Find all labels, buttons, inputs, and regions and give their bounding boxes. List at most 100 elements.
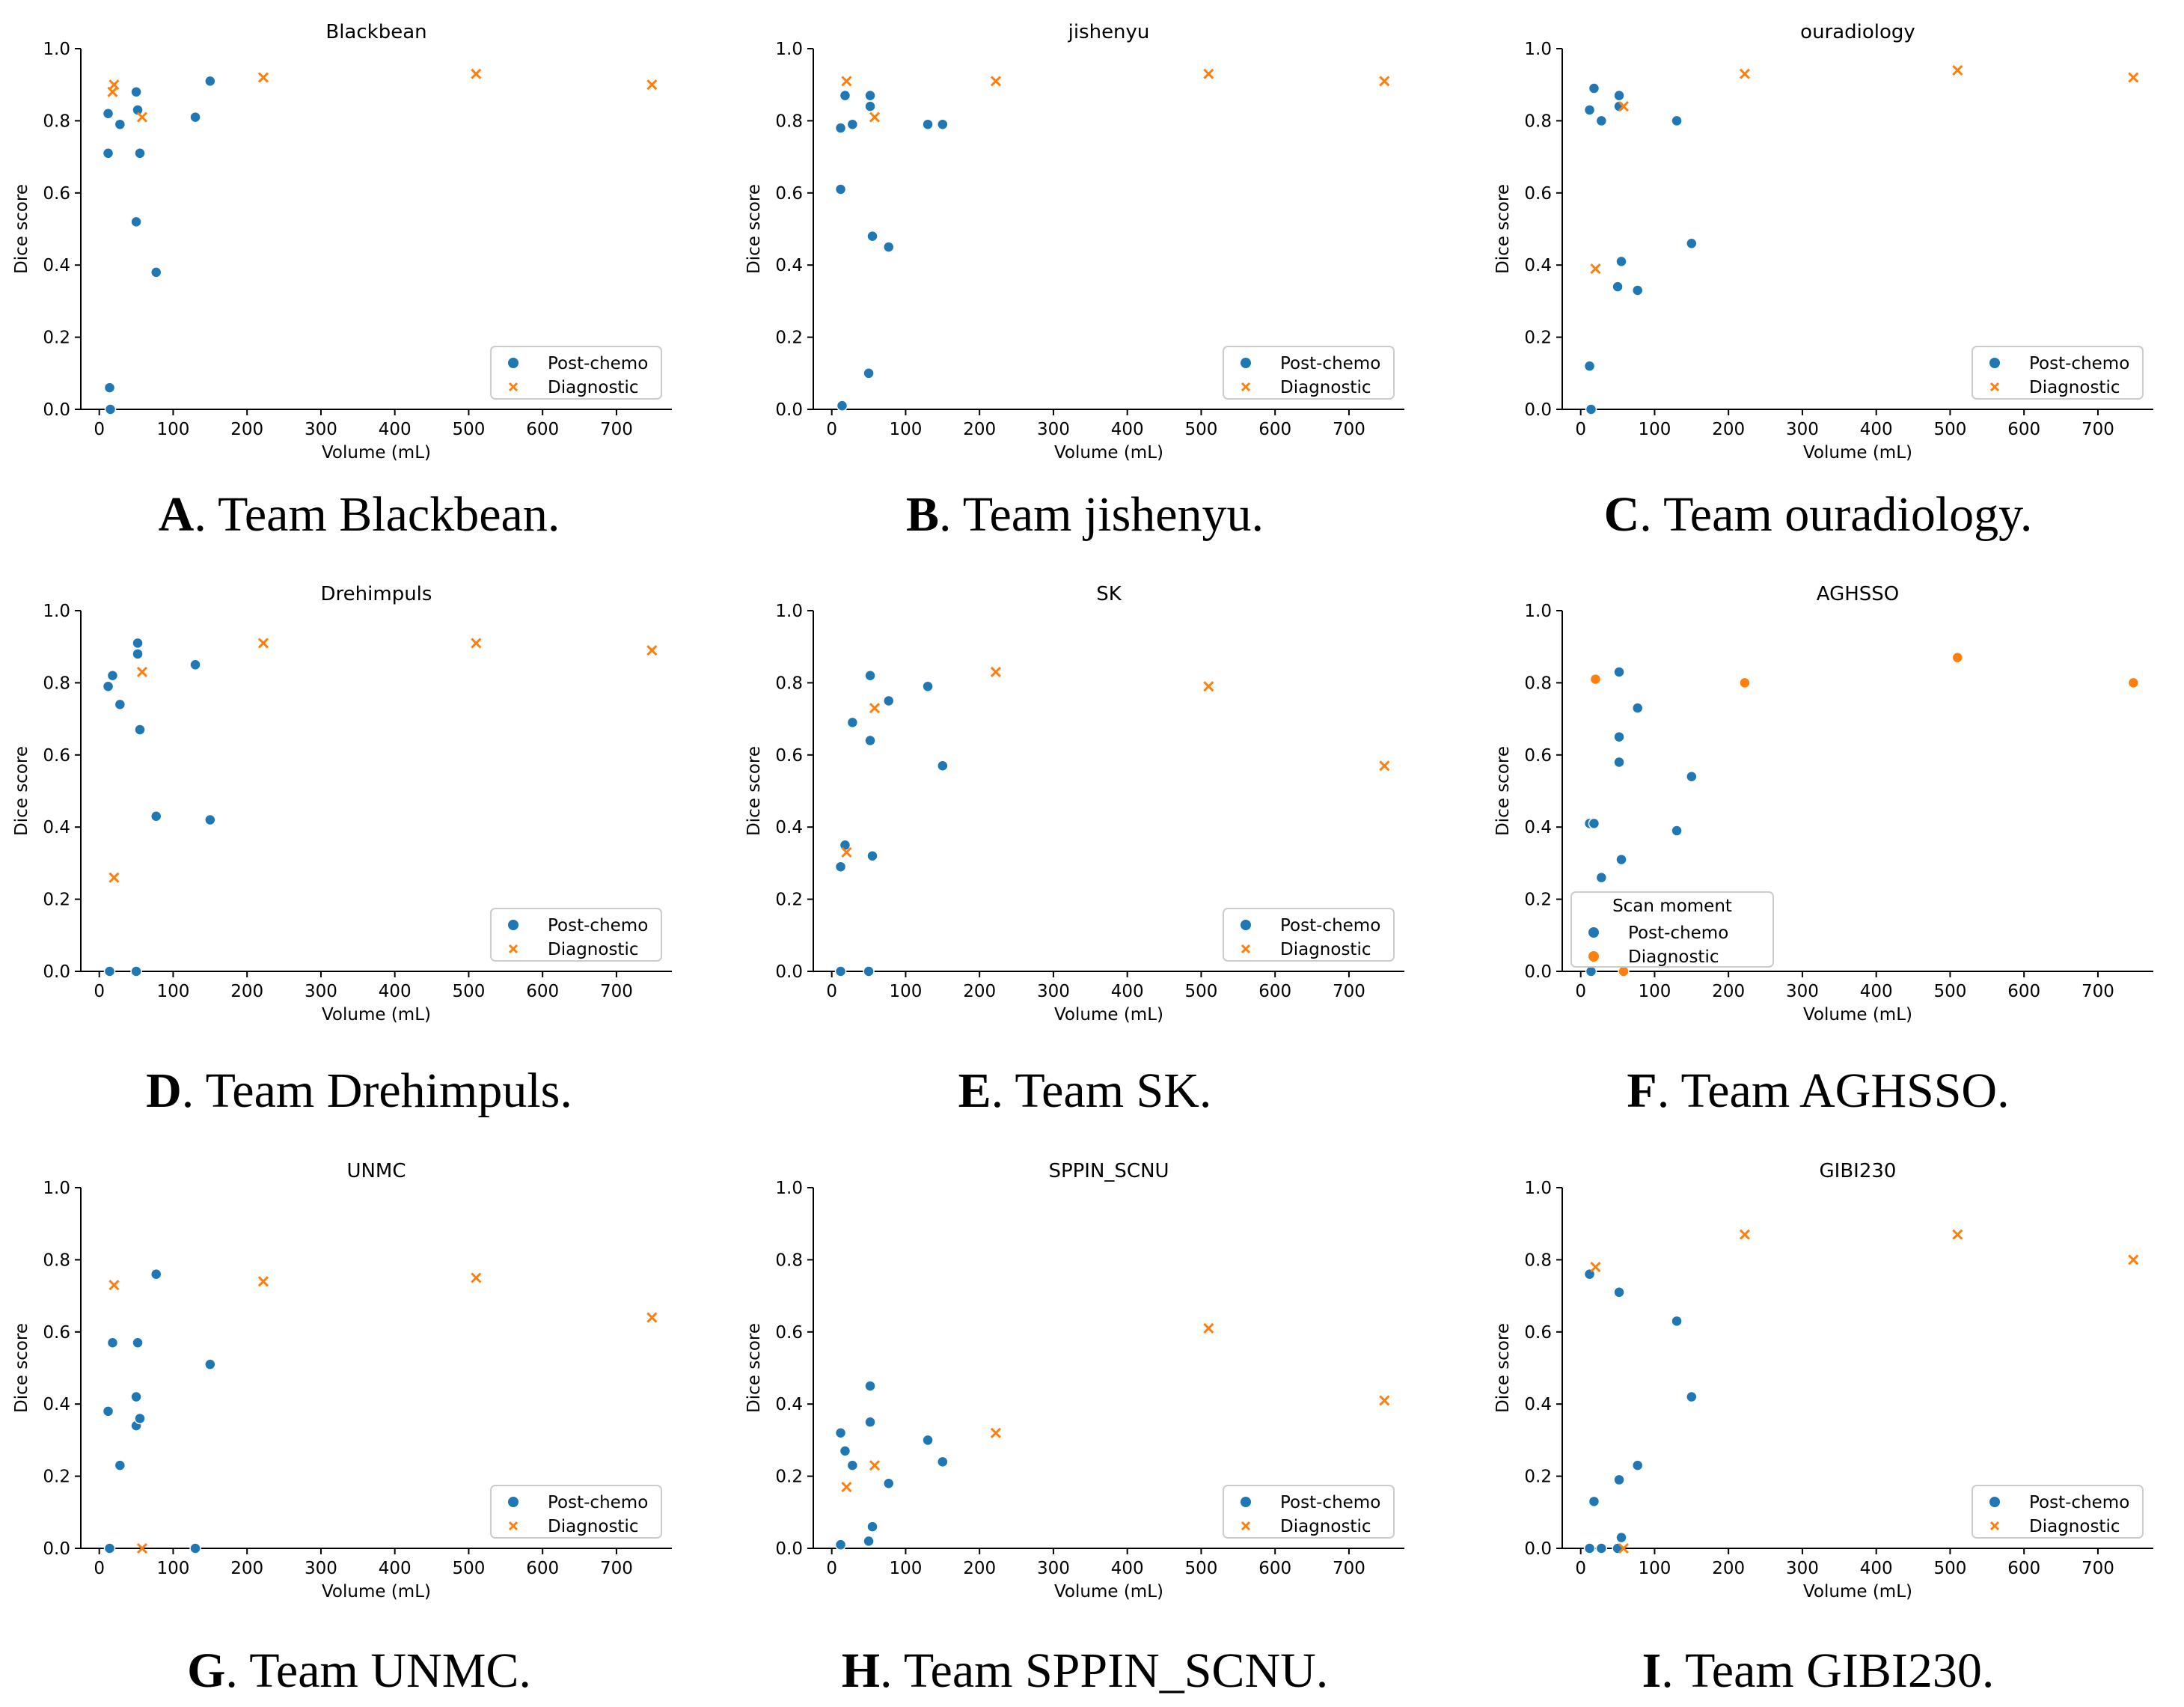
post-chemo-point xyxy=(189,1542,201,1554)
chart-title: ouradiology xyxy=(1800,21,1915,43)
diagnostic-point xyxy=(1203,68,1214,79)
y-axis-label: Dice score xyxy=(12,184,31,274)
post-chemo-point xyxy=(1615,853,1627,866)
caption-letter: A xyxy=(158,487,195,542)
legend-post-chemo-label: Post-chemo xyxy=(2029,1493,2129,1512)
y-tick-label: 0.8 xyxy=(43,112,70,131)
post-chemo-point xyxy=(922,1434,934,1447)
x-axis-label: Volume (mL) xyxy=(1803,1005,1912,1024)
x-tick-label: 300 xyxy=(1786,982,1819,1001)
y-tick-label: 1.0 xyxy=(1524,40,1552,59)
diagnostic-point xyxy=(1739,677,1751,689)
x-tick-label: 300 xyxy=(1786,420,1819,439)
x-tick-label: 400 xyxy=(1111,420,1144,439)
post-chemo-point xyxy=(1615,1531,1627,1544)
y-axis-label: Dice score xyxy=(1493,184,1513,274)
chart-title: Drehimpuls xyxy=(321,583,432,605)
caption-letter: C xyxy=(1603,487,1640,542)
legend-diagnostic-marker xyxy=(1588,951,1599,962)
post-chemo-point xyxy=(1686,1390,1698,1403)
post-chemo-point xyxy=(834,1539,847,1551)
caption-letter: G xyxy=(187,1643,226,1698)
post-chemo-point xyxy=(102,1405,114,1417)
x-tick-label: 0 xyxy=(1575,1559,1586,1578)
x-axis-label: Volume (mL) xyxy=(1054,1582,1163,1601)
diagnostic-point xyxy=(841,76,852,87)
panel-caption: E. Team SK. xyxy=(741,1063,1429,1120)
legend-post-chemo-marker xyxy=(1241,1497,1251,1507)
chart-title: SPPIN_SCNU xyxy=(1048,1160,1169,1182)
y-tick-label: 0.0 xyxy=(775,1539,803,1559)
x-tick-label: 200 xyxy=(230,1559,263,1578)
x-tick-label: 0 xyxy=(94,982,105,1001)
scatter-plot-drehimpuls: Drehimpuls 0.0 0.2 0.4 0.6 0.8 1.0 0 100 200 300 40… xyxy=(12,583,672,1024)
x-tick-label: 500 xyxy=(452,1559,485,1578)
x-axis-label: Volume (mL) xyxy=(322,1582,431,1601)
caption-text: . Team Drehimpuls. xyxy=(181,1063,572,1118)
post-chemo-point xyxy=(864,734,876,747)
diagnostic-point xyxy=(257,72,269,83)
post-chemo-point xyxy=(839,1445,851,1457)
scatter-plot-aghsso: AGHSSO 0.0 0.2 0.4 0.6 0.8 1.0 0 100 200 300 400 500… xyxy=(1493,583,2153,1024)
post-chemo-point xyxy=(1631,284,1644,296)
legend-post-chemo-marker xyxy=(508,358,519,368)
y-tick-label: 0.8 xyxy=(43,1251,70,1270)
y-tick-label: 0.2 xyxy=(775,891,803,910)
post-chemo-point xyxy=(864,1416,876,1429)
x-tick-label: 400 xyxy=(379,420,412,439)
legend-post-chemo-label: Post-chemo xyxy=(2029,354,2129,373)
post-chemo-point xyxy=(1613,1286,1625,1298)
y-tick-label: 0.8 xyxy=(775,112,803,131)
y-tick-label: 1.0 xyxy=(775,1179,803,1198)
x-tick-label: 200 xyxy=(1712,420,1745,439)
legend-diagnostic-label: Diagnostic xyxy=(1628,947,1719,967)
x-tick-label: 700 xyxy=(1333,982,1365,1001)
post-chemo-point xyxy=(839,89,851,102)
y-axis-label: Dice score xyxy=(744,1323,764,1413)
x-tick-label: 200 xyxy=(963,1559,996,1578)
diagnostic-point xyxy=(1618,965,1630,977)
post-chemo-point xyxy=(1615,255,1627,268)
y-tick-label: 0.6 xyxy=(43,1323,70,1343)
x-tick-label: 400 xyxy=(1860,420,1893,439)
legend-diagnostic-marker xyxy=(1241,382,1251,392)
post-chemo-point xyxy=(102,108,114,120)
diagnostic-point xyxy=(471,68,482,79)
x-tick-label: 600 xyxy=(526,982,559,1001)
diagnostic-point xyxy=(646,1312,658,1323)
x-tick-label: 700 xyxy=(600,1559,633,1578)
diagnostic-point xyxy=(2128,72,2139,83)
post-chemo-point xyxy=(132,637,144,650)
x-axis-label: Volume (mL) xyxy=(1803,1582,1912,1601)
y-tick-label: 0.2 xyxy=(775,329,803,348)
post-chemo-point xyxy=(866,850,878,862)
diagnostic-point xyxy=(1379,760,1390,772)
diagnostic-point xyxy=(108,1280,120,1291)
post-chemo-point xyxy=(102,147,114,159)
post-chemo-point xyxy=(106,1337,119,1349)
legend-diagnostic-marker xyxy=(1989,1521,2000,1531)
legend-diagnostic-label: Diagnostic xyxy=(2029,378,2120,397)
y-tick-label: 0.0 xyxy=(43,1539,70,1559)
legend-title: Scan moment xyxy=(1612,897,1732,916)
chart-title: UNMC xyxy=(346,1160,406,1182)
y-tick-label: 1.0 xyxy=(43,40,70,59)
diagnostic-point xyxy=(1590,1261,1601,1273)
post-chemo-point xyxy=(864,100,876,112)
y-tick-label: 0.2 xyxy=(1524,891,1552,910)
diagnostic-point xyxy=(646,79,658,91)
diagnostic-point xyxy=(841,846,852,858)
legend-post-chemo-marker xyxy=(1989,358,2000,368)
post-chemo-point xyxy=(1671,825,1683,837)
diagnostic-point xyxy=(1952,1229,1963,1240)
x-tick-label: 100 xyxy=(1638,982,1671,1001)
legend-diagnostic-marker xyxy=(508,944,519,954)
post-chemo-point xyxy=(103,382,116,394)
post-chemo-point xyxy=(1588,82,1600,94)
post-chemo-point xyxy=(1613,730,1625,743)
post-chemo-point xyxy=(882,241,895,253)
y-tick-label: 0.2 xyxy=(43,1468,70,1487)
x-tick-label: 200 xyxy=(963,420,996,439)
post-chemo-point xyxy=(834,965,847,977)
post-chemo-point xyxy=(836,400,848,412)
